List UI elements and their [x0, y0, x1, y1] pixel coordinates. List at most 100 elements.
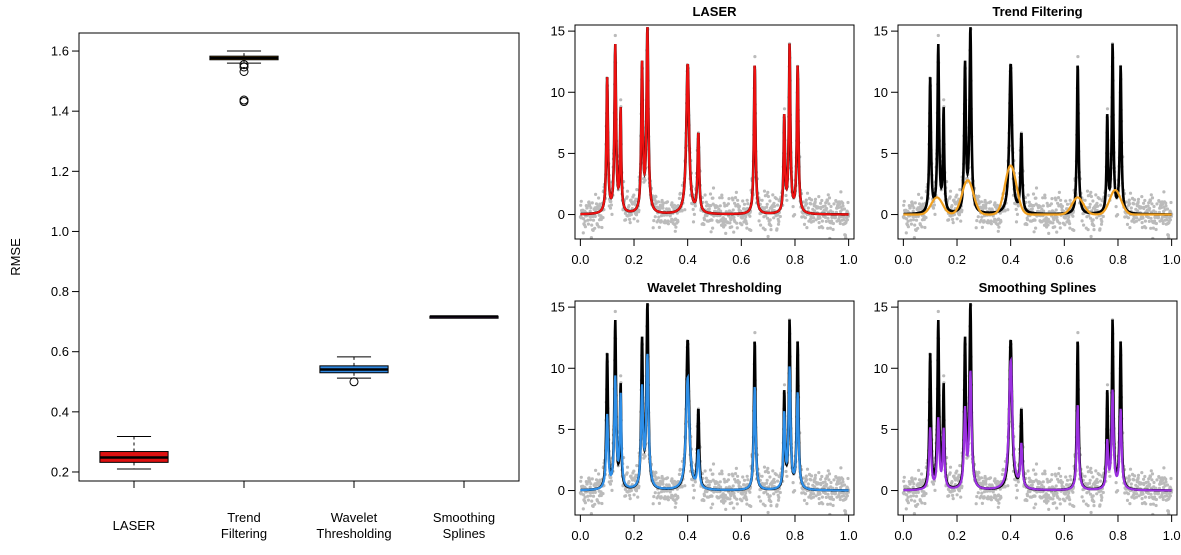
- panel-spline: Smoothing Splines 0 5 10 15 0.0 0.2 0.4 0.6 0.8 1.…: [874, 280, 1181, 543]
- noisy-point: [1146, 480, 1150, 484]
- noisy-point: [1116, 213, 1120, 217]
- noisy-point: [831, 503, 835, 508]
- noisy-point: [691, 483, 695, 487]
- noisy-point: [914, 218, 919, 222]
- noisy-point: [735, 497, 739, 501]
- noisy-point: [832, 202, 836, 206]
- noisy-point: [1068, 198, 1072, 202]
- panel-x-tick-label: 0.8: [1109, 252, 1127, 267]
- noisy-point: [912, 482, 916, 486]
- noisy-point: [656, 494, 660, 498]
- noisy-point: [762, 189, 767, 193]
- panel-plot-area: [578, 303, 851, 515]
- noisy-point: [586, 222, 591, 226]
- noisy-point: [1047, 231, 1051, 235]
- noisy-point: [1154, 210, 1158, 214]
- box-1: [209, 50, 279, 107]
- noisy-point: [814, 494, 818, 498]
- noisy-point: [776, 479, 780, 483]
- noisy-point: [1114, 481, 1118, 485]
- noisy-point: [1096, 204, 1100, 208]
- noisy-point: [948, 465, 953, 469]
- panel-y-tick-label: 0: [558, 483, 565, 498]
- noisy-point: [657, 225, 662, 229]
- noisy-point: [674, 501, 678, 505]
- noisy-point: [906, 501, 911, 505]
- noisy-point: [791, 481, 795, 485]
- noisy-point: [1154, 221, 1158, 226]
- noisy-point: [766, 510, 770, 515]
- noisy-point: [801, 476, 805, 480]
- noisy-point: [757, 495, 761, 499]
- noisy-point: [813, 476, 817, 480]
- panel-y-tick-label: 0: [558, 207, 565, 222]
- noisy-point: [1041, 480, 1045, 484]
- noisy-point: [942, 374, 946, 378]
- noisy-point: [1092, 228, 1096, 232]
- panel-y-tick-label: 15: [551, 300, 565, 315]
- noisy-point: [813, 197, 818, 201]
- noisy-point: [958, 464, 962, 468]
- noisy-point: [837, 215, 842, 219]
- noisy-point: [960, 484, 964, 488]
- noisy-point: [989, 495, 993, 499]
- noisy-point: [1146, 215, 1150, 219]
- noisy-point: [827, 196, 832, 200]
- noisy-point: [591, 494, 596, 498]
- noisy-point: [666, 498, 671, 502]
- noisy-point: [976, 215, 980, 219]
- noisy-point: [920, 196, 924, 200]
- noisy-point: [1033, 494, 1037, 498]
- noisy-point: [902, 475, 906, 479]
- noisy-point: [731, 198, 735, 202]
- noisy-point: [1156, 215, 1161, 220]
- noisy-point: [838, 495, 842, 499]
- noisy-point: [709, 506, 713, 510]
- noisy-point: [826, 216, 830, 220]
- noisy-point: [749, 228, 753, 232]
- noisy-point: [579, 203, 583, 207]
- noisy-point: [1144, 502, 1148, 506]
- noisy-point: [777, 219, 781, 224]
- noisy-point: [823, 215, 828, 219]
- noisy-point: [828, 512, 832, 515]
- noisy-point: [1089, 466, 1093, 470]
- noisy-point: [1041, 196, 1045, 200]
- noisy-point: [804, 474, 808, 478]
- noisy-point: [733, 201, 737, 205]
- boxplot-category-label: Wavelet: [331, 510, 378, 525]
- noisy-point: [1086, 504, 1090, 508]
- noisy-point: [737, 204, 742, 208]
- noisy-point: [718, 472, 722, 476]
- noisy-point: [844, 512, 848, 515]
- noisy-point: [957, 213, 962, 217]
- noisy-point: [924, 216, 928, 220]
- noisy-point: [1147, 495, 1151, 499]
- noisy-point: [1062, 485, 1066, 489]
- noisy-point: [1114, 205, 1118, 209]
- noisy-point: [1064, 475, 1068, 479]
- noisy-point: [814, 218, 818, 222]
- noisy-point: [1169, 476, 1173, 481]
- noisy-point: [1043, 193, 1047, 197]
- noisy-point: [1034, 226, 1038, 230]
- noisy-point: [1168, 218, 1172, 222]
- noisy-point: [600, 501, 604, 506]
- panel-frame: [897, 300, 1178, 516]
- panel-x-tick-label: 1.0: [840, 252, 858, 267]
- noisy-point: [634, 213, 639, 217]
- noisy-point: [805, 467, 810, 471]
- noisy-point: [999, 220, 1003, 224]
- noisy-point: [1059, 198, 1063, 202]
- noisy-point: [840, 484, 844, 488]
- noisy-point: [1083, 198, 1087, 202]
- noisy-point: [1001, 467, 1005, 471]
- noisy-point: [843, 233, 848, 237]
- noisy-point: [741, 475, 745, 479]
- noisy-point: [980, 501, 985, 505]
- noisy-point: [974, 226, 978, 230]
- noisy-point: [732, 230, 736, 234]
- panel-y-tick-label: 15: [874, 300, 888, 315]
- noisy-point: [988, 476, 993, 480]
